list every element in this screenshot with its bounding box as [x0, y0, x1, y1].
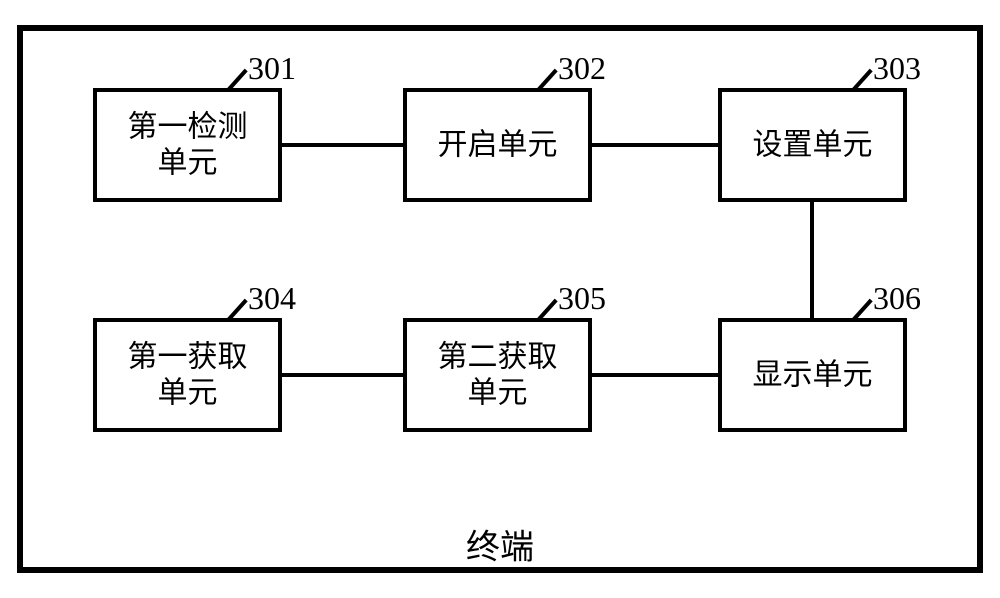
node-label: 301 — [248, 50, 296, 86]
node-label: 302 — [558, 50, 606, 86]
node-box — [405, 320, 590, 430]
node-text: 开启单元 — [438, 129, 558, 162]
node-text: 第一检测 — [128, 111, 248, 144]
node-box — [95, 90, 280, 200]
node-box — [95, 320, 280, 430]
block-diagram: 第一检测单元301开启单元302设置单元303第一获取单元304第二获取单元30… — [0, 0, 1000, 598]
diagram-title: 终端 — [466, 529, 534, 567]
node-text: 设置单元 — [753, 129, 873, 162]
node-text: 单元 — [468, 377, 528, 410]
node-text: 第二获取 — [438, 341, 558, 374]
node-text: 单元 — [158, 147, 218, 180]
node-text: 单元 — [158, 377, 218, 410]
node-label: 303 — [873, 50, 921, 86]
node-text: 显示单元 — [753, 359, 873, 392]
node-label: 306 — [873, 280, 921, 316]
node-label: 304 — [248, 280, 296, 316]
node-label: 305 — [558, 280, 606, 316]
node-text: 第一获取 — [128, 341, 248, 374]
